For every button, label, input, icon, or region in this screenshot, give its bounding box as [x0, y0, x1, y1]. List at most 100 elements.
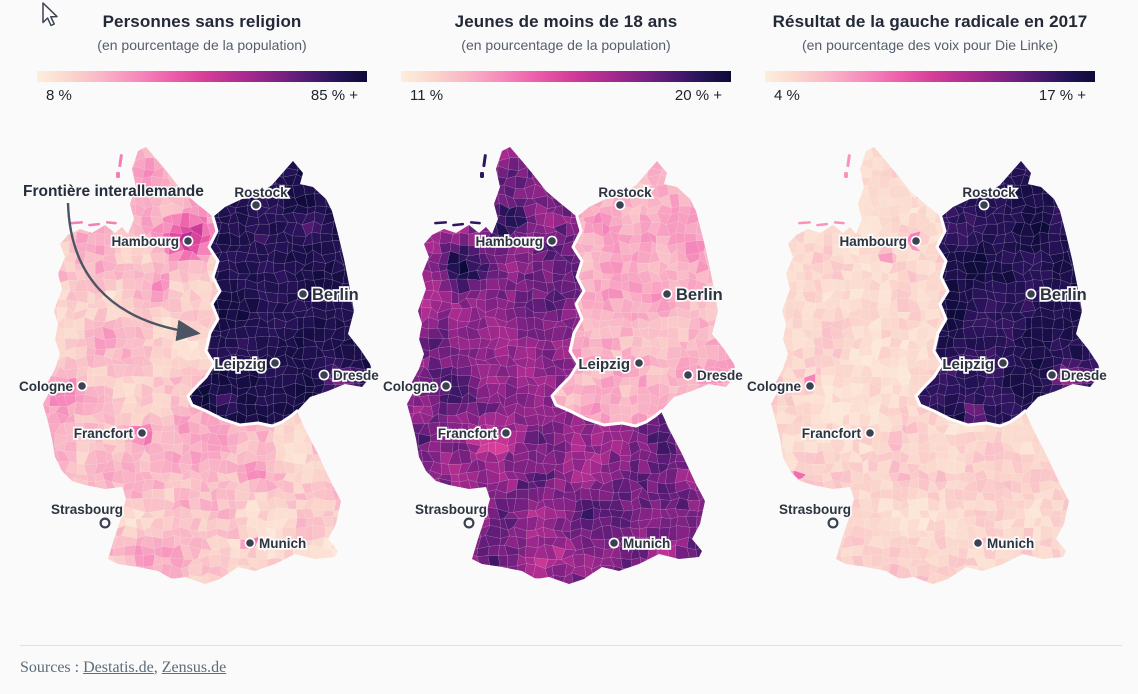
city-label: Leipzig: [578, 356, 630, 373]
map-column-youth: Jeunes de moins de 18 ans (en pourcentag…: [374, 0, 745, 599]
legend-max-label: 85 % +: [310, 87, 358, 104]
legend-gradient-bar: [401, 71, 731, 82]
city-label: Cologne: [747, 379, 801, 394]
city-label: Dresde: [1061, 368, 1107, 383]
legend-labels: 4 % 17 % +: [765, 87, 1095, 105]
legend-max-label: 20 % +: [674, 87, 722, 104]
city-label: Leipzig: [942, 356, 994, 373]
germany-map-religion[interactable]: Rostock Hambourg Berlin Leipzig Dresde Cologn…: [10, 139, 381, 599]
city-marker-open: [827, 517, 839, 529]
coastal-island: [105, 221, 117, 225]
map-subtitle: (en pourcentage de la population): [461, 37, 671, 53]
sources-divider: [20, 645, 1122, 646]
legend-max-label: 17 % +: [1038, 87, 1086, 104]
city-marker: [500, 427, 512, 439]
coastal-island: [469, 221, 481, 225]
choropleth-cells: [43, 147, 373, 584]
choropleth-cells: [407, 147, 737, 584]
city-marker: [614, 199, 626, 211]
city-label: Francfort: [438, 426, 498, 441]
germany-map-youth[interactable]: Rostock Hambourg Berlin Leipzig Dresde Cologn…: [374, 139, 745, 599]
city-label: Berlin: [312, 286, 359, 304]
coastal-island: [798, 221, 812, 225]
border-annotation: Frontière interallemande: [22, 182, 206, 342]
coastal-island: [480, 172, 484, 178]
inner-german-border-line: [914, 215, 1027, 428]
legend-labels: 8 % 85 % +: [37, 87, 367, 105]
city-label: Cologne: [383, 379, 437, 394]
city-marker-open: [463, 517, 475, 529]
sources-separator: ,: [153, 659, 162, 676]
city-marker: [978, 199, 990, 211]
city-marker: [250, 199, 262, 211]
map-title: Jeunes de moins de 18 ans: [454, 12, 678, 31]
map-header: Résultat de la gauche radicale en 2017 (…: [765, 12, 1095, 105]
city-marker: [910, 235, 922, 247]
inner-german-border-line: [550, 215, 663, 428]
coastal-island: [118, 154, 123, 168]
west-germany-region: [407, 147, 705, 584]
city-markers: Rostock Hambourg Berlin Leipzig Dresde Cologn…: [381, 183, 745, 552]
coastal-island: [116, 172, 120, 178]
coastal-island: [846, 154, 851, 168]
city-marker: [244, 537, 256, 549]
city-marker: [182, 235, 194, 247]
choropleth-cells: [771, 147, 1101, 584]
city-marker: [136, 427, 148, 439]
city-label: Strasbourg: [415, 502, 487, 517]
city-marker: [546, 235, 558, 247]
city-marker: [608, 537, 620, 549]
city-label: Strasbourg: [51, 502, 123, 517]
germany-map-linke[interactable]: Rostock Hambourg Berlin Leipzig Dresde Cologn…: [738, 139, 1109, 599]
city-marker: [1046, 369, 1058, 381]
map-title: Résultat de la gauche radicale en 2017: [772, 12, 1088, 31]
city-label: Hambourg: [840, 234, 908, 249]
city-marker: [972, 537, 984, 549]
city-marker: [633, 357, 645, 369]
source-link-zensus[interactable]: Zensus.de: [161, 659, 227, 676]
city-label: Munich: [623, 536, 670, 551]
city-label: Hambourg: [476, 234, 544, 249]
city-marker: [864, 427, 876, 439]
city-marker: [1025, 288, 1037, 300]
coastal-island: [452, 222, 465, 227]
city-label: Leipzig: [214, 356, 266, 373]
annotation-label: Frontière interallemande: [23, 183, 204, 200]
legend-labels: 11 % 20 % +: [401, 87, 731, 105]
coastal-island: [833, 221, 845, 225]
city-marker: [318, 369, 330, 381]
map-subtitle: (en pourcentage de la population): [97, 37, 307, 53]
coastal-island: [70, 221, 84, 225]
city-label: Dresde: [697, 368, 743, 383]
legend-gradient-bar: [765, 71, 1095, 82]
coastal-island: [434, 221, 448, 225]
map-column-linke: Résultat de la gauche radicale en 2017 (…: [738, 0, 1109, 599]
coastal-island: [844, 172, 848, 178]
city-marker: [440, 380, 452, 392]
city-label: Francfort: [74, 426, 134, 441]
city-marker: [76, 380, 88, 392]
inner-german-border-line: [186, 215, 299, 428]
city-label: Francfort: [802, 426, 862, 441]
map-header: Personnes sans religion (en pourcentage …: [37, 12, 367, 105]
legend-gradient-bar: [37, 71, 367, 82]
city-label: Hambourg: [112, 234, 180, 249]
city-label: Dresde: [333, 368, 379, 383]
city-label: Cologne: [19, 379, 73, 394]
legend-min-label: 11 %: [410, 87, 444, 104]
source-link-destatis[interactable]: Destatis.de: [83, 659, 154, 676]
city-marker: [269, 357, 281, 369]
city-markers: Rostock Hambourg Berlin Leipzig Dresde Cologn…: [745, 183, 1109, 552]
city-label: Munich: [259, 536, 306, 551]
city-marker: [661, 288, 673, 300]
city-label: Rostock: [598, 185, 652, 200]
coastal-island: [88, 222, 101, 227]
city-marker: [682, 369, 694, 381]
city-markers: Rostock Hambourg Berlin Leipzig Dresde Cologn…: [17, 183, 381, 552]
city-marker: [997, 357, 1009, 369]
map-subtitle: (en pourcentage des voix pour Die Linke): [801, 37, 1059, 53]
city-label: Strasbourg: [779, 502, 851, 517]
legend-min-label: 8 %: [46, 87, 72, 104]
map-column-religion: Personnes sans religion (en pourcentage …: [10, 0, 381, 599]
